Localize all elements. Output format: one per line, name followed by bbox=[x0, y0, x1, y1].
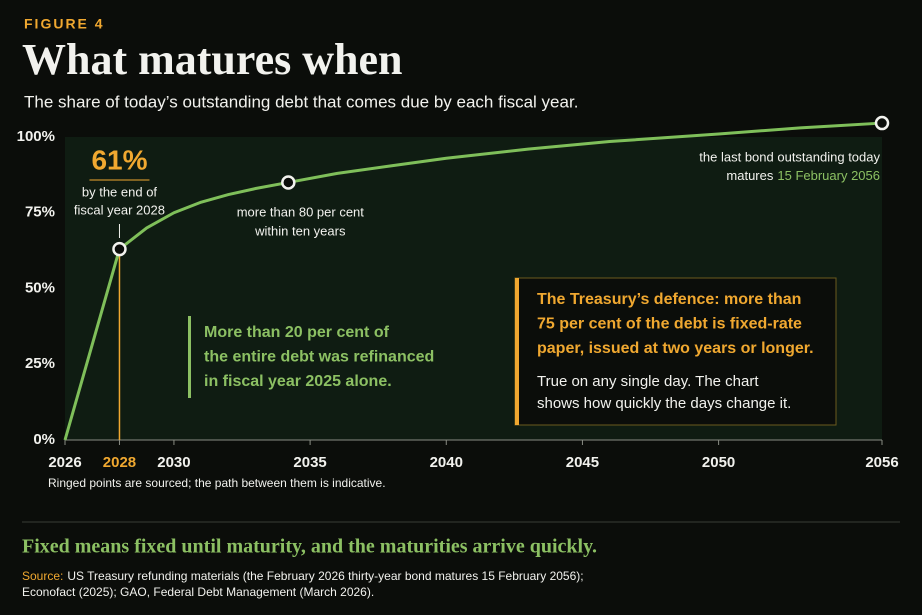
sourced-point bbox=[281, 175, 296, 190]
y-tick-label: 0% bbox=[33, 431, 55, 448]
refinanced-bar bbox=[188, 316, 191, 398]
kicker: FIGURE 4 bbox=[24, 16, 105, 32]
x-tick-label: 2040 bbox=[430, 454, 463, 471]
subtitle: The share of today’s outstanding debt th… bbox=[24, 92, 578, 111]
source: Econofact (2025); GAO, Federal Debt Mana… bbox=[22, 585, 374, 599]
annotation: within ten years bbox=[254, 223, 346, 238]
x-tick-label: 2035 bbox=[293, 454, 326, 471]
source: Source: US Treasury refunding materials (… bbox=[22, 569, 584, 583]
annotation-big: 61% bbox=[91, 144, 147, 175]
line bbox=[63, 121, 883, 441]
x-tick-label: 2026 bbox=[48, 454, 81, 471]
annotation: by the end of bbox=[82, 184, 158, 199]
sourced-point bbox=[112, 241, 127, 257]
y-tick-label: 25% bbox=[25, 355, 55, 372]
annotation: matures 15 February 2056 bbox=[726, 168, 880, 183]
source-text: US Treasury refunding materials (the Feb… bbox=[67, 569, 583, 583]
title: What matures when bbox=[22, 35, 403, 84]
box-heading: 75 per cent of the debt is fixed-rate bbox=[537, 316, 802, 333]
y-tick-label: 100% bbox=[17, 128, 55, 145]
callout-box bbox=[514, 277, 837, 426]
x-tick-label: 2030 bbox=[157, 454, 190, 471]
annotation-text: matures bbox=[726, 168, 773, 183]
takeaway: Fixed means fixed until maturity, and th… bbox=[22, 536, 597, 558]
note: Ringed points are sourced; the path betw… bbox=[48, 476, 386, 490]
x-tick-label: 2028 bbox=[103, 454, 136, 471]
annotation: more than 80 per cent bbox=[237, 204, 365, 219]
box-body: shows how quickly the days change it. bbox=[537, 395, 791, 412]
y-tick-label: 75% bbox=[25, 204, 55, 221]
annotation-date: 15 February 2056 bbox=[777, 168, 880, 183]
box-heading: The Treasury’s defence: more than bbox=[537, 291, 801, 308]
source-label: Source: bbox=[22, 569, 63, 583]
callout-text: in fiscal year 2025 alone. bbox=[204, 373, 392, 390]
callout-text: More than 20 per cent of bbox=[204, 324, 390, 341]
annotation: the last bond outstanding today bbox=[699, 149, 880, 164]
x-tick-label: 2050 bbox=[702, 454, 735, 471]
y-tick-label: 50% bbox=[25, 279, 55, 296]
callout-text: the entire debt was refinanced bbox=[204, 349, 434, 366]
callout-bar bbox=[515, 278, 519, 425]
x-tick-label: 2045 bbox=[566, 454, 599, 471]
box-heading: paper, issued at two years or longer. bbox=[537, 340, 814, 357]
sourced-point bbox=[874, 115, 890, 131]
x-tick-label: 2056 bbox=[865, 454, 898, 471]
annotation: fiscal year 2028 bbox=[74, 202, 165, 217]
box-body: True on any single day. The chart bbox=[537, 373, 759, 390]
